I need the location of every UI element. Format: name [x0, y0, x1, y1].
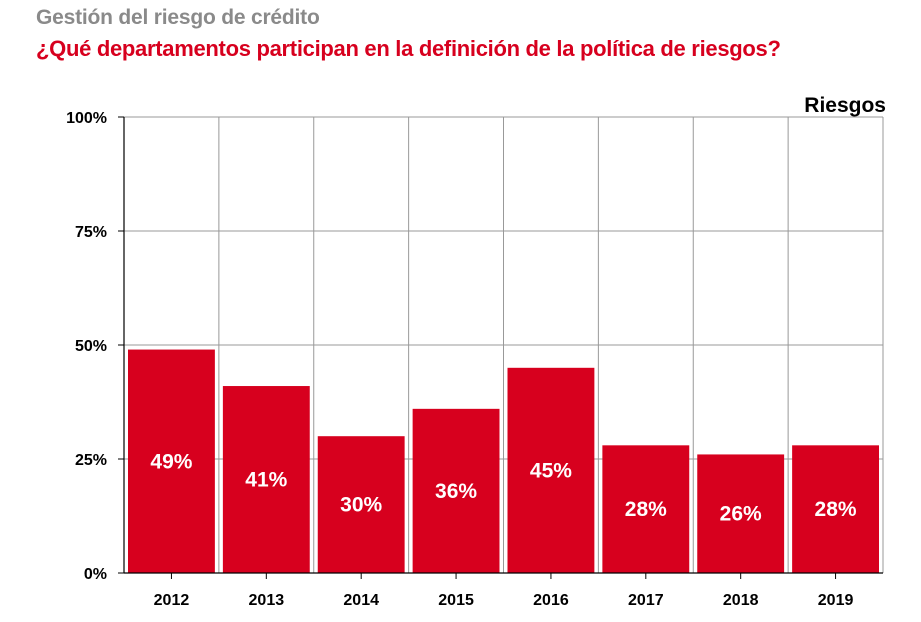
x-tick-label: 2016	[533, 592, 569, 609]
x-tick-label: 2018	[723, 592, 759, 609]
y-tick-label: 75%	[75, 224, 107, 241]
x-tick-label: 2019	[818, 592, 854, 609]
bar-2019	[792, 445, 879, 573]
y-tick-label: 100%	[66, 110, 107, 127]
bar-2015	[412, 408, 500, 573]
y-tick-label: 0%	[84, 566, 107, 583]
x-tick-label: 2013	[249, 592, 285, 609]
chart-title: ¿Qué departamentos participan en la defi…	[36, 36, 781, 61]
x-tick-label: 2015	[438, 592, 474, 609]
data-label: 49%	[150, 450, 192, 473]
data-label: 26%	[720, 503, 762, 526]
tick-labels: 0% 25% 50% 75% 100% 2012 2013 2014 2015 2016 2017 2…	[66, 110, 853, 609]
data-label: 28%	[815, 498, 857, 521]
x-tick-label: 2014	[343, 592, 379, 609]
data-label: 28%	[625, 498, 667, 521]
chart-supertitle: Gestión del riesgo de crédito	[36, 6, 320, 29]
bars: 49% 41% 30% 36% 45% 28% 26% 28%	[128, 349, 879, 573]
bar-2013	[222, 386, 310, 573]
axes	[118, 116, 883, 579]
bar-2018	[697, 454, 785, 573]
data-label: 36%	[435, 480, 477, 503]
y-tick-label: 50%	[75, 338, 107, 355]
bar-2017	[602, 445, 690, 573]
x-tick-label: 2017	[628, 592, 664, 609]
series-label: Riesgos	[804, 94, 886, 117]
data-label: 30%	[340, 494, 382, 517]
y-tick-label: 25%	[75, 452, 107, 469]
data-label: 45%	[530, 459, 572, 482]
x-tick-label: 2012	[154, 592, 190, 609]
data-label: 41%	[245, 469, 287, 492]
bar-2016	[507, 367, 595, 573]
bar-2014	[317, 436, 405, 573]
bar-2012	[128, 349, 215, 573]
